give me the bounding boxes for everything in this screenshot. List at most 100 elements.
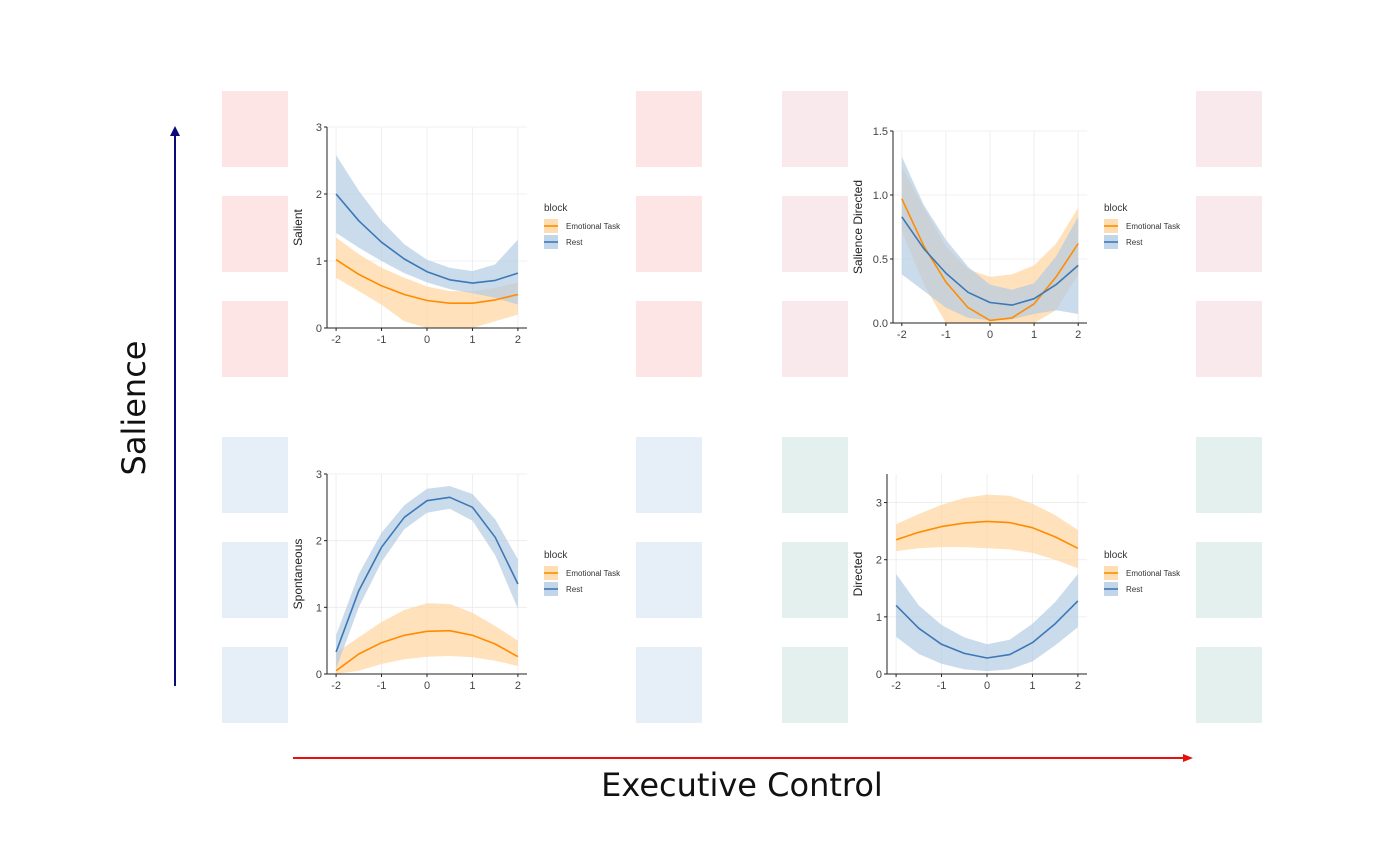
background-square: [782, 647, 848, 723]
x-tick-label: -2: [897, 329, 907, 341]
y-tick-label: 1: [876, 612, 882, 624]
background-square: [1196, 437, 1262, 513]
y-axis-label: Salience Directed: [851, 180, 865, 274]
plot-area: [335, 155, 519, 328]
legend-title: block: [544, 203, 568, 214]
series-line-emotional-task: [335, 259, 519, 304]
background-square: [636, 437, 702, 513]
y-tick-label: 0: [316, 323, 322, 335]
y-tick-label: 1: [316, 256, 322, 268]
confidence-band-rest: [336, 486, 518, 669]
legend-label: Rest: [566, 238, 583, 247]
salience-directed-chart: -2 -1 0 1 2 0.0 0.5 1.0 1.5 Salience Directed bloc…: [851, 126, 1181, 341]
plot-area: [895, 494, 1079, 672]
background-square: [782, 542, 848, 618]
y-tick-label: 0.0: [873, 318, 888, 330]
x-tick-label: -1: [377, 334, 387, 346]
background-square: [782, 301, 848, 377]
x-tick-label: 2: [1075, 680, 1081, 692]
confidence-band-rest: [336, 155, 518, 305]
x-tick-label: 2: [515, 334, 521, 346]
background-square: [636, 196, 702, 272]
background-square: [1196, 196, 1262, 272]
legend-title: block: [1104, 550, 1128, 561]
y-tick-label: 1.5: [873, 126, 888, 138]
y-tick-label: 1.0: [873, 190, 888, 202]
y-tick-label: 3: [876, 498, 882, 510]
y-tick-label: 3: [316, 122, 322, 134]
x-tick-label: 2: [515, 680, 521, 692]
y-tick-label: 3: [316, 469, 322, 481]
series-line-emotional-task: [901, 198, 1079, 322]
x-tick-label: 1: [1031, 329, 1037, 341]
y-tick-label: 0.5: [873, 254, 888, 266]
legend-title: block: [1104, 203, 1128, 214]
y-axis-label: Salient: [291, 208, 305, 245]
series-line-rest: [335, 496, 519, 653]
background-square: [222, 196, 288, 272]
background-square: [636, 91, 702, 167]
legend: block Emotional Task Rest: [544, 550, 621, 596]
background-square: [782, 437, 848, 513]
x-tick-label: 1: [469, 680, 475, 692]
legend: block Emotional Task Rest: [1104, 550, 1181, 596]
x-tick-label: -1: [937, 680, 947, 692]
x-tick-label: 0: [987, 329, 993, 341]
background-square: [1196, 301, 1262, 377]
x-tick-label: -2: [331, 334, 341, 346]
confidence-band-emotional-task: [896, 494, 1078, 569]
legend-label: Rest: [1126, 238, 1143, 247]
x-tick-label: 0: [424, 334, 430, 346]
x-tick-label: 1: [469, 334, 475, 346]
series-line-emotional-task: [335, 629, 519, 672]
legend-label: Emotional Task: [1126, 569, 1181, 578]
salience-axis-arrow: [170, 126, 180, 686]
x-tick-label: 2: [1075, 329, 1081, 341]
x-tick-label: 0: [984, 680, 990, 692]
plot-area: [901, 156, 1079, 323]
background-square: [782, 91, 848, 167]
confidence-band-rest: [896, 574, 1078, 672]
executive-control-axis-title: Executive Control: [601, 766, 883, 804]
legend-title: block: [544, 550, 568, 561]
background-square: [222, 91, 288, 167]
confidence-band-emotional-task: [336, 603, 518, 674]
y-tick-label: 0: [316, 669, 322, 681]
x-tick-label: -1: [941, 329, 951, 341]
series-line-emotional-task: [895, 520, 1079, 550]
y-tick-label: 0: [876, 669, 882, 681]
y-tick-label: 2: [876, 555, 882, 567]
directed-chart: -2 -1 0 1 2 0 1 2 3 Directed block Emotional Task Re…: [851, 474, 1181, 692]
background-square: [222, 301, 288, 377]
series-line-rest: [335, 193, 519, 284]
background-square: [222, 542, 288, 618]
x-tick-label: 1: [1029, 680, 1035, 692]
x-tick-label: -2: [891, 680, 901, 692]
background-square: [1196, 91, 1262, 167]
y-tick-label: 1: [316, 602, 322, 614]
confidence-band-rest: [901, 156, 1079, 321]
x-tick-label: -2: [331, 680, 341, 692]
legend-label: Emotional Task: [566, 222, 621, 231]
y-axis-label: Directed: [851, 552, 865, 597]
salient-chart: -2 -1 0 1 2 0 1 2 3 Salient block Emotional Task Res…: [291, 122, 621, 346]
plot-area: [335, 486, 519, 674]
x-tick-label: -1: [377, 680, 387, 692]
legend-label: Rest: [1126, 585, 1143, 594]
executive-control-axis-arrow: [293, 754, 1193, 762]
background-square: [1196, 647, 1262, 723]
background-square: [222, 437, 288, 513]
background-square: [636, 647, 702, 723]
series-line-rest: [901, 216, 1079, 306]
y-tick-label: 2: [316, 189, 322, 201]
y-tick-label: 2: [316, 536, 322, 548]
background-squares: [222, 91, 1262, 723]
legend: block Emotional Task Rest: [1104, 203, 1181, 249]
chart-panels: -2 -1 0 1 2 0 1 2 3 Salient block Emotional Task Res…: [291, 122, 1181, 692]
y-axis-label: Spontaneous: [291, 539, 305, 610]
series-line-rest: [895, 600, 1079, 659]
spontaneous-chart: -2 -1 0 1 2 0 1 2 3 Spontaneous block Emotional Tas…: [291, 469, 621, 692]
confidence-band-emotional-task: [336, 237, 518, 328]
x-tick-label: 0: [424, 680, 430, 692]
